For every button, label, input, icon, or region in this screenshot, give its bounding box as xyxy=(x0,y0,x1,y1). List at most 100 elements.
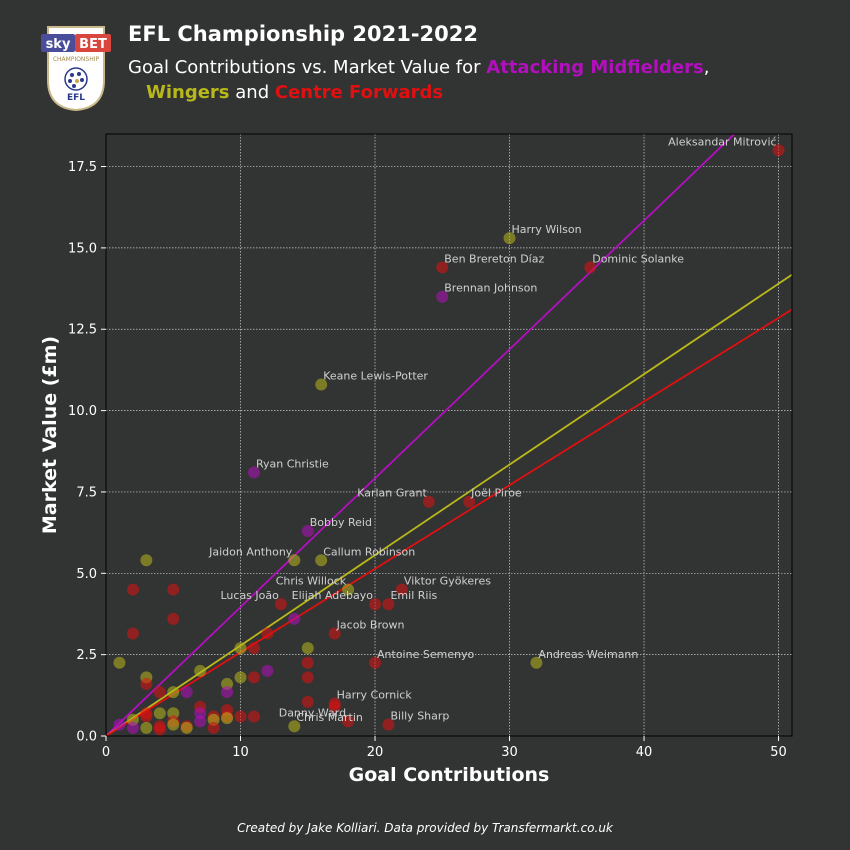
data-point-w xyxy=(153,707,166,720)
y-tick-label: 5.0 xyxy=(76,567,97,582)
sponsor-bet-badge xyxy=(75,34,111,52)
data-point-w xyxy=(113,656,126,669)
data-point-cf xyxy=(126,627,139,640)
logo-sponsor-right: BET xyxy=(79,37,107,52)
data-point-w xyxy=(315,554,328,567)
player-label: Callum Robinson xyxy=(323,545,415,558)
trend-line-cf xyxy=(106,308,792,736)
player-label: Aleksandar Mitrović xyxy=(668,135,776,148)
data-point-w xyxy=(140,554,153,567)
data-point-w xyxy=(234,671,247,684)
data-point-am xyxy=(126,721,139,734)
data-point-am xyxy=(436,290,449,303)
data-point-cf xyxy=(247,710,260,723)
data-point-cf xyxy=(167,583,180,596)
data-point-w xyxy=(167,686,180,699)
x-tick-label: 50 xyxy=(770,745,787,760)
x-tick-label: 20 xyxy=(367,745,384,760)
x-tick-label: 40 xyxy=(636,745,653,760)
data-point-cf xyxy=(328,700,341,713)
subtitle-wingers: Wingers xyxy=(146,82,230,103)
plot-frame xyxy=(105,133,793,737)
logo-league-name: CHAMPIONSHIP xyxy=(53,56,100,63)
data-point-w xyxy=(167,718,180,731)
data-point-am xyxy=(261,664,274,677)
sponsor-sky-badge xyxy=(41,34,75,52)
data-point-am xyxy=(301,524,314,537)
data-point-cf xyxy=(167,612,180,625)
player-labels: Aleksandar Mitrović Harry Wilson Ben Brere… xyxy=(208,135,776,724)
player-label: Jaidon Anthony xyxy=(208,545,293,558)
data-point-cf xyxy=(247,642,260,655)
data-point-cf xyxy=(342,715,355,728)
grid xyxy=(105,134,792,737)
trend-line-w xyxy=(106,273,792,736)
data-point-cf xyxy=(301,671,314,684)
player-label: Joël Piroe xyxy=(470,487,522,500)
data-point-w xyxy=(503,232,516,245)
data-point-w xyxy=(234,642,247,655)
player-label: Jacob Brown xyxy=(336,618,405,631)
trend-line-am xyxy=(106,134,736,736)
data-point-am xyxy=(288,612,301,625)
data-points xyxy=(113,144,785,736)
chart-title: EFL Championship 2021-2022 xyxy=(128,22,479,46)
player-label: Chris Willock xyxy=(276,575,347,588)
data-point-w xyxy=(180,721,193,734)
y-tick-label: 10.0 xyxy=(68,404,97,419)
player-label: Chris Martin xyxy=(296,711,363,724)
data-point-cf xyxy=(153,686,166,699)
y-tick-label: 0.0 xyxy=(76,730,97,745)
player-label: Viktor Gyökeres xyxy=(404,575,491,588)
data-point-cf xyxy=(328,627,341,640)
data-point-cf xyxy=(207,721,220,734)
player-label: Harry Cornick xyxy=(337,688,413,701)
player-label: Lucas João xyxy=(220,589,279,602)
data-point-w xyxy=(530,656,543,669)
data-point-cf xyxy=(463,495,476,508)
subtitle-centre-forwards: Centre Forwards xyxy=(274,82,444,103)
x-tick-label: 30 xyxy=(501,745,518,760)
data-point-cf xyxy=(301,695,314,708)
player-label: Karlan Grant xyxy=(357,487,427,500)
data-point-cf xyxy=(584,261,597,274)
data-point-am xyxy=(113,718,126,731)
data-point-w xyxy=(288,554,301,567)
data-point-cf xyxy=(382,718,395,731)
subtitle-and: and xyxy=(229,82,275,103)
player-label: Keane Lewis-Potter xyxy=(323,370,428,383)
player-label: Ryan Christie xyxy=(256,457,329,470)
data-point-w xyxy=(342,583,355,596)
x-tick-label: 10 xyxy=(232,745,249,760)
player-label: Danny Ward xyxy=(279,706,346,719)
player-label: Emil Riis xyxy=(390,589,437,602)
trend-lines xyxy=(106,134,792,736)
data-point-cf xyxy=(422,495,435,508)
data-point-cf xyxy=(247,671,260,684)
chart-subtitle-line-2: Wingers and Centre Forwards xyxy=(146,82,443,103)
data-point-w xyxy=(315,378,328,391)
y-tick-label: 2.5 xyxy=(76,648,97,663)
data-point-w xyxy=(194,664,207,677)
data-point-cf xyxy=(772,144,785,157)
player-label: Bobby Reid xyxy=(310,516,372,529)
data-point-cf xyxy=(436,261,449,274)
data-point-w xyxy=(288,720,301,733)
footer-credit: Created by Jake Kolliari. Data provided … xyxy=(237,821,613,835)
data-point-w xyxy=(140,721,153,734)
efl-championship-logo: sky BET CHAMPIONSHIP EFL xyxy=(41,26,111,112)
data-point-cf xyxy=(153,723,166,736)
y-axis-label: Market Value (£m) xyxy=(39,336,61,534)
data-point-cf xyxy=(140,677,153,690)
y-tick-label: 7.5 xyxy=(76,485,97,500)
y-tick-label: 12.5 xyxy=(68,323,97,338)
subtitle-attacking-midfielders: Attacking Midfielders xyxy=(486,57,704,78)
data-point-cf xyxy=(234,710,247,723)
player-label: Billy Sharp xyxy=(390,710,449,723)
data-point-am xyxy=(194,715,207,728)
data-point-w xyxy=(301,642,314,655)
data-point-cf xyxy=(126,583,139,596)
player-label: Elijah Adebayo xyxy=(292,589,374,602)
x-axis-label: Goal Contributions xyxy=(349,764,550,786)
ball-icon xyxy=(64,67,88,91)
